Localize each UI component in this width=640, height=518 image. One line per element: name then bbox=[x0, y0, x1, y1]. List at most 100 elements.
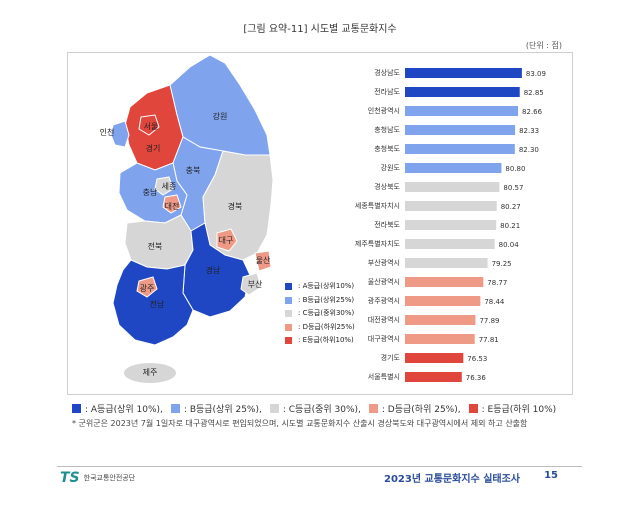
korea-map: 서울 인천 경기 강원 충북 충남 세종 대전 경북 전북 대구 울산 경남 부… bbox=[100, 55, 274, 383]
map-label-seoul: 서울 bbox=[144, 122, 159, 131]
bar-category-label: 부산광역시 bbox=[368, 258, 400, 267]
bar bbox=[405, 334, 475, 344]
bar-category-label: 전라남도 bbox=[374, 87, 400, 96]
map-legend-b: : B등급(상위25%) bbox=[285, 294, 355, 308]
map-legend-c: : C등급(중위30%) bbox=[285, 307, 355, 321]
logo-text: 한국교통안전공단 bbox=[83, 474, 136, 482]
bottom-swatch-c bbox=[269, 404, 279, 413]
bottom-label-a: : A등급(상위 10%), bbox=[85, 405, 163, 415]
map-label-jeonbuk: 전북 bbox=[148, 241, 163, 251]
legend-label-b: : B등급(상위25%) bbox=[298, 295, 355, 304]
map-label-gyeonggi: 경기 bbox=[146, 143, 161, 153]
bottom-swatch-e bbox=[468, 404, 478, 413]
map-legend-e: : E등급(하위10%) bbox=[285, 334, 355, 348]
bar bbox=[405, 239, 495, 249]
bar-value-label: 77.81 bbox=[479, 336, 499, 344]
bar-value-label: 82.33 bbox=[519, 127, 539, 135]
bar-value-label: 80.27 bbox=[501, 203, 521, 211]
bar-category-label: 충청남도 bbox=[374, 125, 400, 134]
bar-category-label: 경상남도 bbox=[374, 68, 400, 77]
bar bbox=[405, 296, 481, 306]
bar bbox=[405, 277, 484, 287]
legend-label-e: : E등급(하위10%) bbox=[298, 336, 354, 344]
bar bbox=[405, 315, 476, 325]
footnote: * 군위군은 2023년 7월 1일자로 대구광역시로 편입되었으며, 시도별 … bbox=[72, 419, 528, 428]
bar-value-label: 82.85 bbox=[524, 89, 544, 97]
bottom-legend: : A등급(상위 10%), : B등급(상위 25%), : C등급(중위 3… bbox=[72, 402, 560, 415]
region-sejong bbox=[154, 176, 174, 196]
bottom-legend-d: : D등급(하위 25%), bbox=[368, 402, 461, 415]
bar-value-label: 76.53 bbox=[467, 355, 487, 363]
map-label-gyeongbuk: 경북 bbox=[228, 201, 243, 211]
footer-divider bbox=[57, 466, 582, 467]
bar bbox=[405, 106, 519, 116]
bar-value-label: 80.04 bbox=[499, 241, 520, 249]
region-ulsan bbox=[254, 250, 272, 272]
bar-value-label: 76.36 bbox=[466, 374, 487, 382]
unit-label: (단위 : 점) bbox=[525, 41, 562, 50]
bar bbox=[405, 125, 516, 135]
bottom-label-d: : D등급(하위 25%), bbox=[381, 405, 461, 415]
bar-category-label: 충청북도 bbox=[374, 144, 400, 153]
map-label-sejong: 세종 bbox=[162, 182, 177, 191]
bottom-swatch-a bbox=[72, 404, 81, 413]
map-label-incheon: 인천 bbox=[100, 127, 115, 137]
bottom-legend-b: : B등급(상위 25%), bbox=[170, 402, 262, 415]
bar-category-label: 울산광역시 bbox=[368, 277, 400, 286]
bar bbox=[405, 372, 462, 382]
map-label-chungnam: 충남 bbox=[143, 188, 158, 197]
map-label-daegu: 대구 bbox=[219, 236, 234, 245]
region-daejeon bbox=[162, 194, 182, 214]
map-label-jeonnam: 전남 bbox=[150, 299, 165, 309]
bar-chart: 경상남도 83.09 전라남도 82.85 인천광역시 82.66 충청남도 82.33 충청북… bbox=[355, 68, 546, 382]
map-label-jeju: 제주 bbox=[143, 368, 158, 377]
bar-value-label: 80.80 bbox=[505, 165, 525, 173]
map-label-gwangju: 광주 bbox=[140, 283, 155, 293]
legend-label-a: : A등급(상위10%) bbox=[298, 282, 355, 290]
figure-title: [그림 요약-11] 시도별 교통문화지수 bbox=[243, 24, 397, 35]
bar-category-label: 인천광역시 bbox=[368, 106, 400, 115]
legend-swatch-d bbox=[285, 323, 292, 331]
map-label-ulsan: 울산 bbox=[256, 255, 271, 265]
bar-value-label: 82.66 bbox=[522, 108, 543, 116]
region-gwangju bbox=[136, 276, 158, 298]
bar bbox=[405, 144, 515, 154]
bar-value-label: 82.30 bbox=[519, 146, 539, 154]
bottom-swatch-d bbox=[368, 404, 378, 413]
map-label-chungbuk: 충북 bbox=[186, 166, 201, 175]
map-label-daejeon: 대전 bbox=[165, 201, 180, 211]
map-legend: : A등급(상위10%) : B등급(상위25%) : C등급(중위30%) :… bbox=[285, 280, 355, 348]
bar-value-label: 77.89 bbox=[479, 317, 499, 325]
bottom-label-c: : C등급(중위 30%), bbox=[282, 405, 361, 415]
bar bbox=[405, 258, 488, 268]
bar-category-label: 광주광역시 bbox=[368, 296, 400, 305]
region-jeonnam bbox=[112, 259, 194, 346]
bar-value-label: 80.21 bbox=[500, 222, 520, 230]
bar-category-label: 경기도 bbox=[381, 353, 401, 362]
bar-category-label: 세종특별자치시 bbox=[355, 201, 400, 210]
region-daegu bbox=[216, 228, 238, 252]
ts-logo-icon: TS bbox=[60, 470, 80, 486]
bar bbox=[405, 163, 502, 173]
bar-category-label: 서울특별시 bbox=[368, 372, 400, 381]
bar-value-label: 78.44 bbox=[484, 298, 505, 306]
bottom-legend-c: : C등급(중위 30%), bbox=[269, 402, 361, 415]
bar bbox=[405, 353, 464, 363]
region-incheon bbox=[110, 120, 130, 148]
bottom-label-e: : E등급(하위 10%) bbox=[481, 405, 557, 415]
region-jeju bbox=[124, 363, 176, 383]
region-seoul bbox=[138, 114, 160, 136]
region-busan bbox=[240, 272, 262, 296]
legend-label-d: : D등급(하위25%) bbox=[298, 322, 355, 331]
bar-category-label: 전라북도 bbox=[374, 220, 400, 229]
figure-frame bbox=[67, 52, 573, 395]
page-number: 15 bbox=[544, 470, 558, 481]
bar-category-label: 대전광역시 bbox=[368, 315, 400, 324]
footer-title: 2023년 교통문화지수 실태조사 bbox=[384, 474, 520, 485]
legend-swatch-c bbox=[285, 310, 292, 318]
legend-swatch-b bbox=[285, 296, 292, 304]
bottom-swatch-b bbox=[170, 404, 180, 413]
map-legend-a: : A등급(상위10%) bbox=[285, 280, 355, 294]
bar bbox=[405, 68, 522, 78]
bar-value-label: 83.09 bbox=[526, 70, 546, 78]
